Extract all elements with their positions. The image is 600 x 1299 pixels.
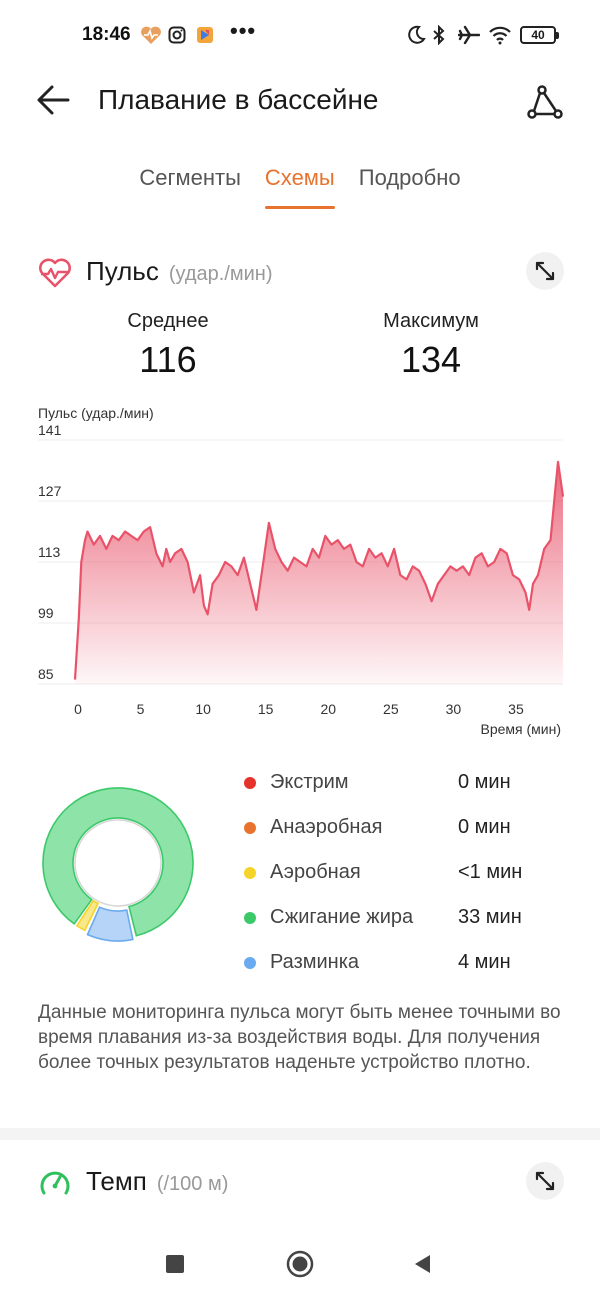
zone-warmup-value: 4 мин xyxy=(458,951,511,973)
triangle-back-icon[interactable] xyxy=(402,1244,442,1284)
zone-warmup-dot xyxy=(244,956,256,969)
heart-rate-icon xyxy=(38,256,72,290)
chart-y-tick: 85 xyxy=(38,666,54,682)
pace-title-text: Темп xyxy=(86,1166,147,1196)
chart-x-axis-label: Время (мин) xyxy=(480,721,561,737)
avg-pulse-stat: Среднее 116 xyxy=(68,310,268,381)
pace-unit: (/100 м) xyxy=(156,1173,229,1195)
chart-x-tick: 15 xyxy=(258,701,274,717)
chart-x-tick: 0 xyxy=(74,701,82,717)
pulse-title: Пульс (удар./мин) xyxy=(86,256,273,287)
pulse-area-fill xyxy=(75,461,563,684)
bluetooth-icon xyxy=(432,24,446,46)
pulse-title-text: Пульс xyxy=(86,256,159,286)
section-divider xyxy=(0,1128,600,1140)
airplane-icon xyxy=(458,24,480,46)
chart-x-tick: 35 xyxy=(508,701,524,717)
chart-x-tick: 5 xyxy=(137,701,145,717)
pulse-unit: (удар./мин) xyxy=(168,263,273,285)
heart-health-icon xyxy=(140,24,162,46)
zone-fat-burn-name: Сжигание жира xyxy=(270,906,414,928)
zone-extreme-value: 0 мин xyxy=(458,771,511,793)
zone-warmup-name: Разминка xyxy=(270,951,360,973)
square-recent-icon[interactable] xyxy=(155,1244,195,1284)
avg-pulse-label: Среднее xyxy=(127,310,209,332)
route-icon[interactable] xyxy=(524,82,564,122)
tab-charts[interactable]: Схемы xyxy=(264,165,335,209)
circle-home-icon[interactable] xyxy=(280,1244,320,1284)
zone-anaerobic-dot xyxy=(244,821,256,834)
chart-x-tick: 30 xyxy=(446,701,462,717)
pulse-chart: 0 5 10 15 20 25 30 35 141 127 113 99 85 Время (мин) xyxy=(38,425,565,737)
chart-y-tick: 141 xyxy=(38,425,62,438)
zone-extreme-dot xyxy=(244,776,256,789)
pace-title: Темп (/100 м) xyxy=(86,1166,228,1197)
zone-aerobic-dot xyxy=(244,866,256,879)
tab-details[interactable]: Подробно xyxy=(358,165,461,190)
page-title: Плавание в бассейне xyxy=(98,84,379,115)
zone-aerobic-value: <1 мин xyxy=(458,861,523,883)
max-pulse-value: 134 xyxy=(400,339,462,380)
pulse-series-line xyxy=(73,460,565,680)
pulse-section-header: Пульс (удар./мин) xyxy=(0,248,600,298)
zone-fat-burn-slice xyxy=(42,787,194,937)
zone-aerobic-legend-row: Аэробная <1 мин xyxy=(244,850,564,895)
zone-anaerobic-name: Анаэробная xyxy=(270,816,383,838)
chart-y-axis-label: Пульс (удар./мин) xyxy=(38,405,154,421)
zone-anaerobic-value: 0 мин xyxy=(458,816,511,838)
speedometer-icon xyxy=(38,1166,72,1200)
back-arrow-icon[interactable] xyxy=(34,80,74,120)
chart-y-tick: 113 xyxy=(38,544,61,560)
system-navigation-bar xyxy=(0,1226,600,1299)
max-pulse-label: Максимум xyxy=(383,310,479,332)
zones-donut-chart xyxy=(42,787,194,942)
max-pulse-stat: Максимум 134 xyxy=(331,310,531,381)
instagram-icon xyxy=(168,24,186,46)
chart-x-tick: 10 xyxy=(195,701,211,717)
zone-extreme-name: Экстрим xyxy=(270,771,349,793)
battery-indicator: 40 xyxy=(520,26,559,44)
chart-y-tick: 127 xyxy=(38,483,62,499)
zone-extreme-legend-row: Экстрим 0 мин xyxy=(244,760,564,805)
zone-warmup-legend-row: Разминка 4 мин xyxy=(244,940,564,985)
chart-y-tick: 99 xyxy=(38,605,54,621)
app-header: Плавание в бассейне xyxy=(0,70,600,140)
chart-x-tick: 20 xyxy=(320,701,336,717)
donut-hole xyxy=(74,819,162,907)
tab-segments[interactable]: Сегменты xyxy=(139,165,241,190)
wifi-icon xyxy=(488,24,512,46)
zone-aerobic-name: Аэробная xyxy=(270,861,361,883)
status-bar: 18:46 ••• 40 xyxy=(0,0,600,70)
app-icon xyxy=(196,24,214,46)
more-notifications: ••• xyxy=(230,18,257,43)
zone-anaerobic-legend-row: Анаэробная 0 мин xyxy=(244,805,564,850)
zone-fat-burn-value: 33 мин xyxy=(458,906,522,928)
zones-legend: Экстрим 0 мин Анаэробная 0 мин Аэробная <1 ми… xyxy=(244,760,564,985)
zone-fat-burn-dot xyxy=(244,911,256,924)
tab-bar: Сегменты Схемы Подробно xyxy=(0,165,600,215)
chart-x-tick: 25 xyxy=(383,701,399,717)
pace-section-header: Темп (/100 м) xyxy=(0,1158,600,1208)
moon-icon xyxy=(406,24,426,46)
zone-aerobic-slice xyxy=(75,899,100,932)
zone-fat-burn-legend-row: Сжигание жира 33 мин xyxy=(244,895,564,940)
expand-pace-icon[interactable] xyxy=(526,1162,564,1200)
expand-icon[interactable] xyxy=(526,252,564,290)
status-time: 18:46 xyxy=(82,24,131,45)
zone-warmup-slice xyxy=(86,906,134,942)
swim-monitoring-note: Данные мониторинга пульса могут быть мен… xyxy=(38,1002,561,1073)
avg-pulse-value: 116 xyxy=(139,339,197,380)
